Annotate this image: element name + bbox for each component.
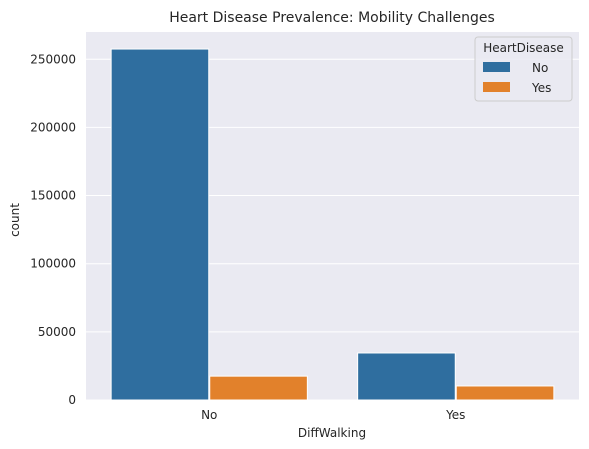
y-tick-label: 100000: [30, 257, 76, 271]
y-axis-label: count: [8, 203, 22, 237]
x-axis-ticks: No Yes: [201, 408, 465, 422]
legend-title: HeartDisease: [483, 41, 564, 55]
legend-label-no: No: [532, 61, 548, 75]
chart-title: Heart Disease Prevalence: Mobility Chall…: [169, 10, 495, 26]
legend-swatch-yes: [483, 82, 510, 92]
bar-yes-no: [357, 352, 456, 401]
bar-no-no: [110, 48, 210, 401]
y-tick-label: 250000: [30, 52, 76, 66]
y-tick-label: 200000: [30, 120, 76, 134]
y-tick-label: 50000: [38, 325, 76, 339]
y-tick-label: 0: [68, 393, 76, 407]
y-axis-ticks: 0 50000 100000 150000 200000 250000: [30, 52, 76, 407]
bar-no-yes: [209, 375, 308, 401]
legend-label-yes: Yes: [531, 81, 551, 95]
x-axis-label: DiffWalking: [298, 426, 366, 440]
y-tick-label: 150000: [30, 189, 76, 203]
x-tick-label: No: [201, 408, 217, 422]
legend: HeartDisease No Yes: [474, 36, 573, 102]
bars: [110, 48, 555, 401]
x-tick-label: Yes: [445, 408, 465, 422]
legend-swatch-no: [483, 62, 510, 72]
bar-yes-yes: [455, 385, 555, 401]
